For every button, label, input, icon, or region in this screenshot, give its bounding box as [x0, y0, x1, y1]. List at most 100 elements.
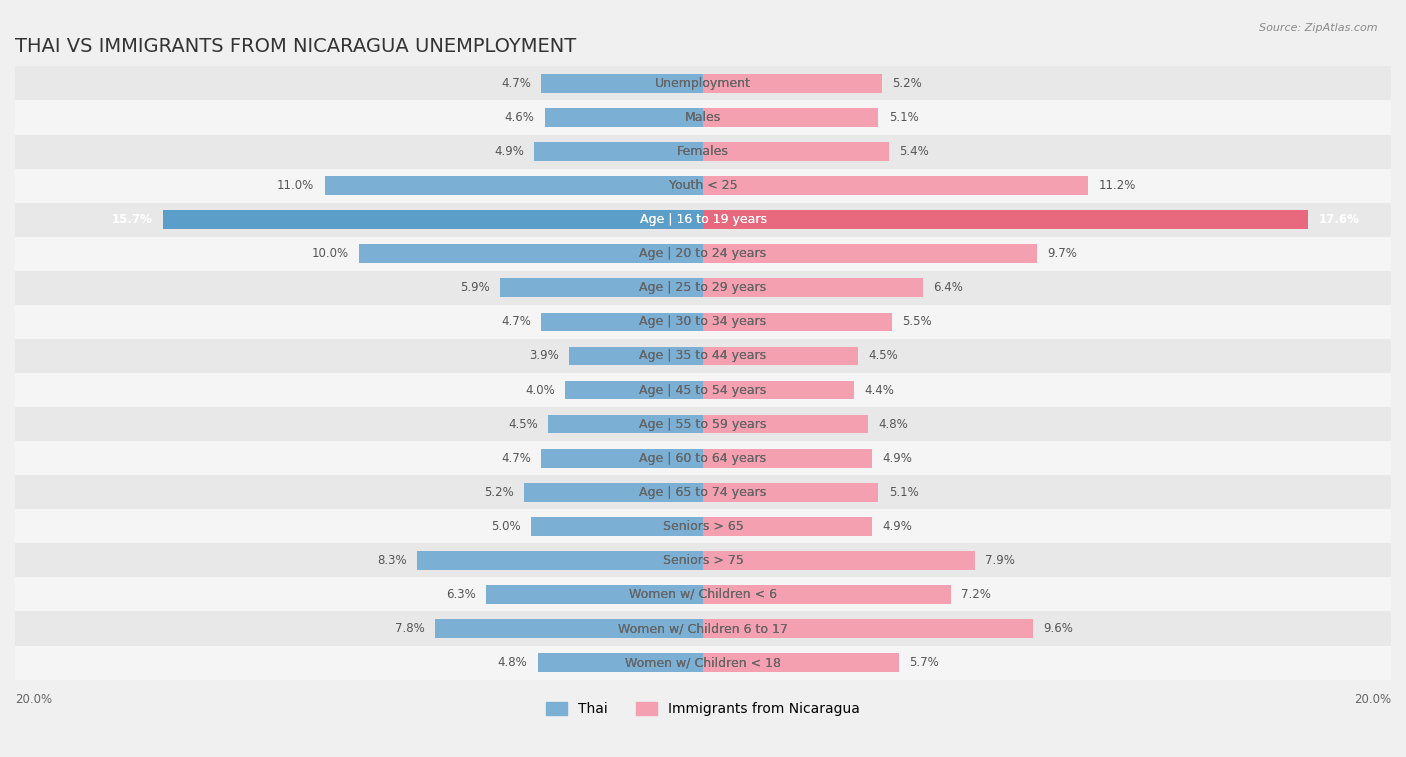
Text: 20.0%: 20.0%: [1354, 693, 1391, 706]
Text: Seniors > 75: Seniors > 75: [662, 554, 744, 567]
Bar: [418, 551, 703, 570]
Bar: [15, 612, 1391, 646]
Text: 4.7%: 4.7%: [501, 452, 531, 465]
Bar: [325, 176, 703, 195]
Text: 4.9%: 4.9%: [882, 452, 911, 465]
Text: Women w/ Children 6 to 17: Women w/ Children 6 to 17: [619, 622, 787, 635]
Bar: [15, 407, 1391, 441]
Bar: [538, 653, 703, 672]
Text: Unemployment: Unemployment: [655, 77, 751, 90]
Text: Age | 16 to 19 years: Age | 16 to 19 years: [640, 213, 766, 226]
Bar: [15, 135, 1391, 169]
Bar: [15, 373, 1391, 407]
Bar: [524, 483, 703, 502]
Text: Women w/ Children < 6: Women w/ Children < 6: [628, 588, 778, 601]
Bar: [15, 441, 1391, 475]
Text: 4.8%: 4.8%: [498, 656, 527, 669]
Text: THAI VS IMMIGRANTS FROM NICARAGUA UNEMPLOYMENT: THAI VS IMMIGRANTS FROM NICARAGUA UNEMPL…: [15, 37, 576, 56]
Bar: [15, 101, 1391, 135]
Text: 4.8%: 4.8%: [879, 418, 908, 431]
Bar: [703, 619, 1033, 638]
Bar: [15, 578, 1391, 612]
Text: 4.0%: 4.0%: [526, 384, 555, 397]
Text: Women w/ Children < 18: Women w/ Children < 18: [626, 656, 780, 669]
Text: 4.5%: 4.5%: [868, 350, 898, 363]
Text: Age | 30 to 34 years: Age | 30 to 34 years: [640, 316, 766, 329]
Text: Males: Males: [685, 111, 721, 124]
Bar: [703, 585, 950, 604]
Text: 10.0%: 10.0%: [312, 248, 349, 260]
Bar: [541, 74, 703, 93]
Text: Age | 30 to 34 years: Age | 30 to 34 years: [640, 316, 766, 329]
Text: Age | 16 to 19 years: Age | 16 to 19 years: [640, 213, 766, 226]
Text: Youth < 25: Youth < 25: [669, 179, 737, 192]
Bar: [703, 142, 889, 161]
Text: Age | 60 to 64 years: Age | 60 to 64 years: [640, 452, 766, 465]
Bar: [703, 279, 924, 298]
Text: 6.3%: 6.3%: [446, 588, 477, 601]
Bar: [15, 203, 1391, 237]
Text: 8.3%: 8.3%: [378, 554, 408, 567]
Bar: [703, 483, 879, 502]
Text: Age | 55 to 59 years: Age | 55 to 59 years: [640, 418, 766, 431]
Bar: [15, 237, 1391, 271]
Bar: [703, 210, 1309, 229]
Text: 5.1%: 5.1%: [889, 486, 918, 499]
Bar: [703, 347, 858, 366]
Text: Women w/ Children < 18: Women w/ Children < 18: [626, 656, 780, 669]
Text: 11.0%: 11.0%: [277, 179, 315, 192]
Bar: [703, 517, 872, 536]
Text: Age | 45 to 54 years: Age | 45 to 54 years: [640, 384, 766, 397]
Bar: [703, 381, 855, 400]
Text: Seniors > 65: Seniors > 65: [662, 520, 744, 533]
Bar: [15, 169, 1391, 203]
Bar: [15, 305, 1391, 339]
Text: Age | 25 to 29 years: Age | 25 to 29 years: [640, 282, 766, 294]
Bar: [703, 74, 882, 93]
Text: Females: Females: [678, 145, 728, 158]
Bar: [15, 339, 1391, 373]
Text: 4.5%: 4.5%: [508, 418, 538, 431]
Text: Females: Females: [678, 145, 728, 158]
Text: 20.0%: 20.0%: [15, 693, 52, 706]
Bar: [703, 245, 1036, 263]
Text: 4.6%: 4.6%: [505, 111, 534, 124]
Bar: [15, 271, 1391, 305]
Text: Youth < 25: Youth < 25: [669, 179, 737, 192]
Bar: [548, 415, 703, 434]
Text: Women w/ Children 6 to 17: Women w/ Children 6 to 17: [619, 622, 787, 635]
Bar: [541, 313, 703, 332]
Text: 9.7%: 9.7%: [1047, 248, 1077, 260]
Text: Age | 20 to 24 years: Age | 20 to 24 years: [640, 248, 766, 260]
Text: Age | 20 to 24 years: Age | 20 to 24 years: [640, 248, 766, 260]
Bar: [163, 210, 703, 229]
Bar: [703, 108, 879, 127]
Bar: [703, 176, 1088, 195]
Text: Age | 35 to 44 years: Age | 35 to 44 years: [640, 350, 766, 363]
Text: 5.5%: 5.5%: [903, 316, 932, 329]
Bar: [359, 245, 703, 263]
Bar: [544, 108, 703, 127]
Bar: [534, 142, 703, 161]
Text: 7.8%: 7.8%: [395, 622, 425, 635]
Legend: Thai, Immigrants from Nicaragua: Thai, Immigrants from Nicaragua: [541, 696, 865, 721]
Text: 15.7%: 15.7%: [111, 213, 153, 226]
Text: 5.2%: 5.2%: [484, 486, 513, 499]
Text: 4.9%: 4.9%: [882, 520, 911, 533]
Text: Age | 25 to 29 years: Age | 25 to 29 years: [640, 282, 766, 294]
Text: Age | 35 to 44 years: Age | 35 to 44 years: [640, 350, 766, 363]
Text: 3.9%: 3.9%: [529, 350, 558, 363]
Bar: [501, 279, 703, 298]
Text: 5.9%: 5.9%: [460, 282, 489, 294]
Text: 7.9%: 7.9%: [986, 554, 1015, 567]
Text: Women w/ Children < 6: Women w/ Children < 6: [628, 588, 778, 601]
Bar: [15, 509, 1391, 544]
Bar: [434, 619, 703, 638]
Bar: [703, 653, 898, 672]
Text: 4.7%: 4.7%: [501, 77, 531, 90]
Text: Unemployment: Unemployment: [655, 77, 751, 90]
Text: Age | 60 to 64 years: Age | 60 to 64 years: [640, 452, 766, 465]
Bar: [15, 67, 1391, 101]
Text: Males: Males: [685, 111, 721, 124]
Text: 6.4%: 6.4%: [934, 282, 963, 294]
